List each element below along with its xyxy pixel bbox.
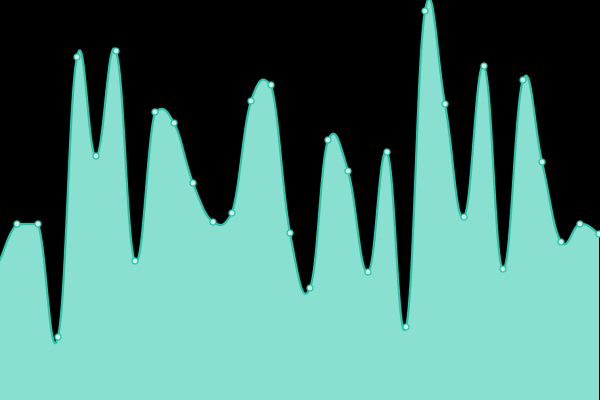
data-point-marker [344,167,352,175]
data-point-marker [131,257,139,265]
data-point-marker [324,136,332,144]
data-point-marker [538,158,546,166]
data-point-marker [421,7,429,15]
data-point-marker [170,119,178,127]
data-point-marker [189,179,197,187]
data-point-marker [519,76,527,84]
data-point-marker [576,220,584,228]
data-point-markers [13,7,600,341]
data-point-marker [306,284,314,292]
data-point-marker [267,81,275,89]
data-point-marker [402,323,410,331]
data-point-marker [247,97,255,105]
data-point-marker [595,230,600,238]
data-point-marker [557,238,565,246]
data-point-marker [364,268,372,276]
data-point-marker [73,53,81,61]
data-point-marker [480,62,488,70]
data-point-marker [112,47,120,55]
data-point-marker [286,229,294,237]
data-point-marker [460,213,468,221]
data-point-marker [383,148,391,156]
data-point-marker [54,333,62,341]
data-point-marker [92,152,100,160]
data-point-marker [151,108,159,116]
data-point-marker [13,220,21,228]
data-point-marker [34,220,42,228]
data-point-marker [209,218,217,226]
data-point-marker [228,209,236,217]
data-point-marker [499,265,507,273]
data-point-marker [441,100,449,108]
